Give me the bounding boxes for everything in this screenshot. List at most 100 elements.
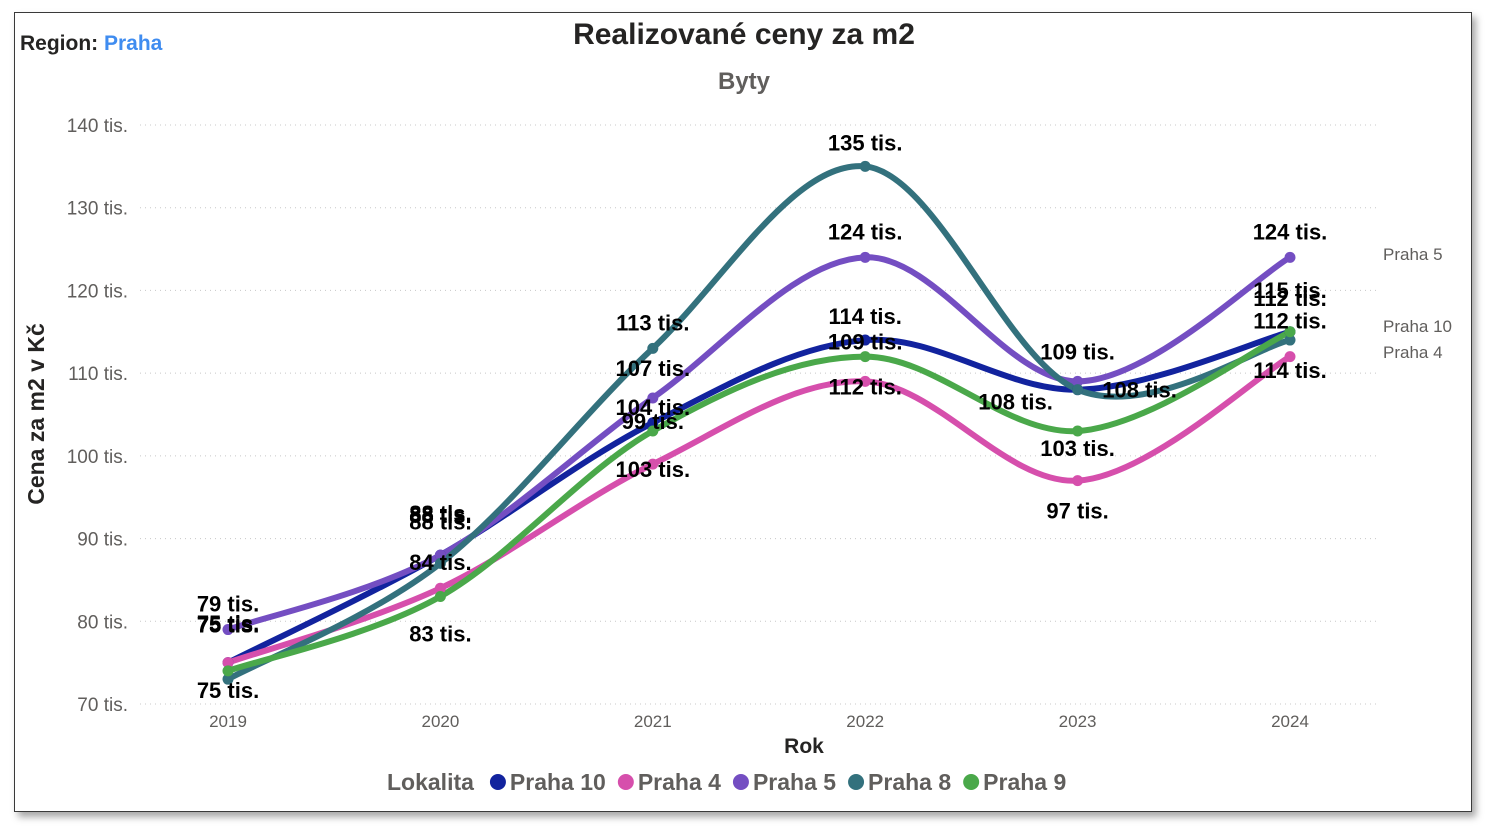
data-point-praha-5[interactable] [222, 624, 234, 636]
x-axis-title: Rok [784, 735, 824, 758]
legend-item-praha-10[interactable]: Praha 10 [510, 769, 606, 795]
legend-title: Lokalita [387, 769, 474, 795]
data-label-praha-10: 114 tis. [829, 304, 902, 329]
data-label-praha-10: 108 tis. [1102, 378, 1177, 403]
x-tick-label: 2024 [1271, 712, 1309, 731]
x-tick-label: 2023 [1059, 712, 1097, 731]
legend-item-praha-9[interactable]: Praha 9 [983, 769, 1066, 795]
region-filter: Region: Praha [20, 32, 162, 56]
data-label-praha-10: 88 tis. [409, 503, 471, 528]
data-point-praha-5[interactable] [434, 549, 446, 561]
chart-subtitle: Byty [718, 68, 771, 95]
data-label-praha-9: 103 tis. [1040, 436, 1115, 461]
data-label-praha-4: 97 tis. [1046, 499, 1108, 524]
data-point-praha-4[interactable] [647, 458, 659, 470]
data-point-praha-4[interactable] [859, 375, 871, 387]
data-point-praha-9[interactable] [434, 590, 446, 602]
y-tick-label: 100 tis. [67, 447, 128, 468]
data-point-praha-8[interactable] [434, 557, 446, 569]
data-point-praha-8[interactable] [222, 673, 234, 685]
x-tick-label: 2020 [421, 712, 459, 731]
data-label-praha-5: 79 tis. [197, 592, 259, 617]
data-point-praha-5[interactable] [1072, 375, 1084, 387]
y-tick-label: 90 tis. [77, 530, 128, 551]
chart-title: Realizované ceny za m2 [573, 18, 915, 51]
end-label: Praha 10 [1383, 317, 1452, 336]
data-point-praha-10[interactable] [647, 417, 659, 429]
data-point-praha-5[interactable] [647, 392, 659, 404]
data-label-praha-5: 109 tis. [1040, 339, 1115, 364]
data-point-praha-8[interactable] [647, 342, 659, 354]
data-point-praha-8[interactable] [1072, 384, 1084, 396]
data-label-praha-9: 75 tis. [197, 611, 259, 636]
series-line-praha-8[interactable] [225, 163, 1293, 683]
data-point-praha-9[interactable] [222, 665, 234, 677]
data-point-praha-9[interactable] [1284, 326, 1296, 338]
series-points [222, 160, 1296, 685]
chart-frame [14, 12, 1472, 812]
data-label-praha-10: 115 tis. [1253, 278, 1326, 303]
data-label-praha-10: 75 tis. [197, 613, 259, 638]
data-point-praha-4[interactable] [1072, 475, 1084, 487]
data-label-praha-4: 109 tis. [828, 329, 903, 354]
data-label-praha-9: 112 tis. [1253, 286, 1326, 311]
data-point-praha-8[interactable] [1284, 334, 1296, 346]
legend-marker-praha-5 [732, 774, 749, 790]
region-value[interactable]: Praha [104, 32, 163, 55]
data-label-praha-10: 104 tis. [615, 395, 690, 420]
data-label-praha-5: 88 tis. [409, 501, 471, 526]
data-point-praha-4[interactable] [434, 582, 446, 594]
legend-marker-praha-8 [848, 774, 865, 790]
data-point-praha-9[interactable] [647, 425, 659, 437]
data-label-praha-8: 108 tis. [978, 390, 1053, 415]
data-point-praha-4[interactable] [1284, 351, 1296, 363]
y-tick-label: 70 tis. [77, 695, 128, 716]
data-label-praha-8: 135 tis. [828, 130, 903, 155]
region-label: Region: [20, 32, 99, 55]
x-tick-label: 2019 [209, 712, 247, 731]
series-line-praha-9[interactable] [225, 328, 1293, 674]
data-label-praha-4: 99 tis. [622, 409, 684, 434]
series-lines [225, 163, 1293, 683]
data-point-praha-5[interactable] [1284, 251, 1296, 263]
y-tick-label: 140 tis. [67, 116, 128, 137]
x-tick-label: 2021 [634, 712, 672, 731]
legend-item-praha-4[interactable]: Praha 4 [638, 769, 721, 795]
data-label-praha-9: 103 tis. [615, 457, 690, 482]
data-point-praha-8[interactable] [859, 160, 871, 172]
data-point-praha-4[interactable] [222, 657, 234, 669]
y-tick-label: 120 tis. [67, 281, 128, 302]
series-line-praha-4[interactable] [225, 353, 1293, 666]
data-label-praha-4: 75 tis. [197, 613, 259, 638]
y-tick-label: 130 tis. [67, 199, 128, 220]
end-label: Praha 5 [1383, 245, 1443, 264]
data-labels: 75 tis. 88 tis. 104 tis. 114 tis. 108 tis. 11… [197, 130, 1327, 703]
data-label-praha-9: 83 tis. [409, 621, 471, 646]
data-label-praha-9: 112 tis. [829, 375, 902, 400]
data-point-praha-5[interactable] [859, 251, 871, 263]
data-label-praha-8: 75 tis. [197, 678, 259, 703]
y-tick-label: 110 tis. [68, 364, 128, 385]
y-axis-title: Cena za m2 v Kč [23, 323, 49, 505]
legend: Lokalita Praha 10 Praha 4 Praha 5 Praha 8 Pra… [387, 769, 1066, 795]
data-point-praha-9[interactable] [1072, 425, 1084, 437]
data-label-praha-5: 107 tis. [615, 356, 690, 381]
legend-marker-praha-10 [489, 774, 506, 790]
y-tick-label: 80 tis. [77, 612, 128, 633]
series-line-praha-5[interactable] [225, 254, 1293, 633]
end-label: Praha 4 [1383, 343, 1443, 362]
data-label-praha-8: 114 tis. [1253, 358, 1326, 383]
data-label-praha-8: 88 tis. [409, 509, 471, 534]
data-label-praha-5: 124 tis. [828, 219, 903, 244]
x-axis-ticks: 2019 2020 2021 2022 2023 2024 [209, 712, 1309, 731]
y-axis-ticks: 70 tis. 80 tis. 90 tis. 100 tis. 110 tis. 120… [67, 116, 128, 716]
legend-item-praha-8[interactable]: Praha 8 [868, 769, 951, 795]
data-label-praha-4: 84 tis. [409, 550, 471, 575]
end-labels: Praha 5 Praha 10 Praha 4 [1383, 245, 1452, 362]
data-point-praha-10[interactable] [859, 334, 871, 346]
data-label-praha-8: 113 tis. [616, 310, 689, 335]
data-label-praha-4: 112 tis. [1253, 309, 1326, 334]
legend-item-praha-5[interactable]: Praha 5 [753, 769, 836, 795]
data-point-praha-9[interactable] [859, 351, 871, 363]
legend-marker-praha-9 [963, 774, 980, 790]
